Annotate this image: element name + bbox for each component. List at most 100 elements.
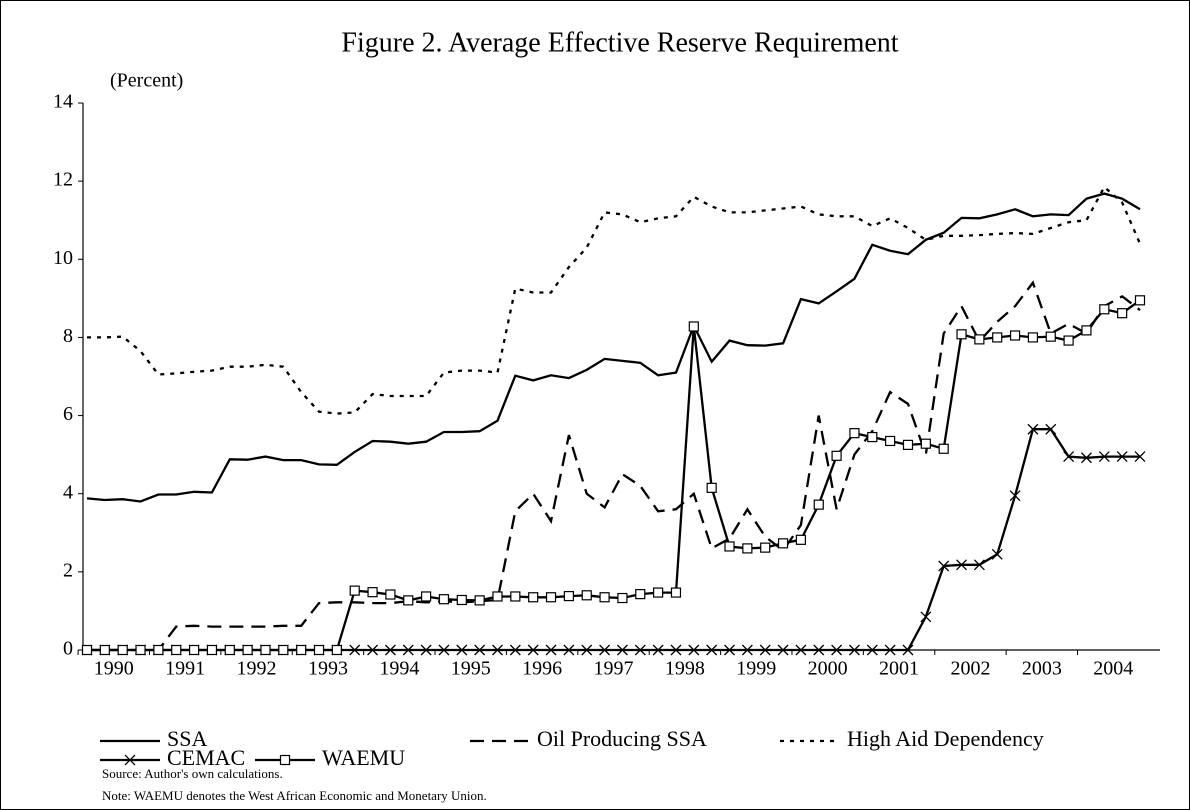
x-marker bbox=[956, 559, 967, 571]
square-marker bbox=[279, 754, 291, 766]
square-marker bbox=[777, 538, 789, 549]
x-tick-label: 2003 bbox=[1022, 658, 1062, 680]
x-marker bbox=[866, 644, 878, 656]
square-marker bbox=[296, 644, 307, 656]
x-marker bbox=[527, 644, 539, 656]
x-marker bbox=[420, 644, 432, 656]
x-marker bbox=[456, 644, 468, 656]
x-marker bbox=[124, 754, 136, 766]
x-tick-label: 1991 bbox=[165, 658, 205, 680]
x-tick-label: 1995 bbox=[451, 658, 491, 680]
square-marker bbox=[849, 428, 860, 439]
square-marker bbox=[902, 439, 914, 450]
y-tick-label: 6 bbox=[63, 403, 73, 425]
x-marker bbox=[831, 644, 843, 656]
x-marker bbox=[795, 644, 807, 656]
legend-label: WAEMU bbox=[322, 745, 405, 770]
square-marker bbox=[242, 644, 253, 656]
square-marker bbox=[706, 482, 717, 493]
square-marker bbox=[474, 595, 485, 606]
square-marker bbox=[278, 644, 289, 656]
square-marker bbox=[403, 595, 414, 606]
square-marker bbox=[635, 589, 646, 600]
y-tick-label: 2 bbox=[63, 559, 73, 581]
square-marker bbox=[206, 644, 218, 656]
x-marker bbox=[1081, 452, 1092, 464]
y-tick-label: 12 bbox=[53, 169, 73, 191]
x-marker bbox=[902, 644, 914, 656]
x-marker bbox=[616, 644, 628, 656]
x-marker bbox=[848, 644, 860, 656]
square-marker bbox=[313, 644, 325, 656]
square-marker bbox=[456, 594, 467, 606]
x-marker bbox=[706, 644, 718, 656]
x-marker bbox=[724, 644, 735, 656]
square-marker bbox=[188, 644, 200, 656]
square-marker bbox=[563, 590, 574, 602]
square-marker bbox=[1063, 335, 1074, 346]
x-marker bbox=[1009, 490, 1021, 502]
square-marker bbox=[545, 592, 557, 603]
x-tick-label: 2001 bbox=[879, 658, 919, 680]
y-axis-unit: (Percent) bbox=[110, 70, 183, 92]
square-marker bbox=[1099, 304, 1110, 315]
square-marker bbox=[760, 542, 771, 553]
square-marker bbox=[599, 592, 610, 603]
square-marker bbox=[171, 644, 182, 656]
x-marker bbox=[1045, 423, 1057, 435]
y-tick-label: 4 bbox=[63, 481, 73, 503]
x-marker bbox=[545, 644, 557, 656]
square-marker bbox=[349, 585, 360, 596]
x-marker bbox=[741, 644, 753, 656]
square-marker bbox=[974, 334, 985, 345]
x-marker bbox=[1116, 451, 1128, 463]
square-marker bbox=[135, 644, 146, 656]
square-marker bbox=[1045, 331, 1056, 342]
square-marker bbox=[385, 589, 396, 600]
x-marker bbox=[1134, 451, 1146, 463]
x-tick-label: 1992 bbox=[237, 658, 277, 680]
series-line bbox=[87, 185, 1142, 415]
square-marker bbox=[617, 592, 628, 604]
square-marker bbox=[956, 329, 967, 340]
x-marker bbox=[1063, 451, 1075, 463]
x-marker bbox=[367, 644, 379, 656]
square-marker bbox=[260, 644, 271, 656]
x-marker bbox=[581, 644, 593, 656]
square-marker bbox=[688, 321, 699, 332]
x-marker bbox=[813, 644, 825, 656]
x-marker bbox=[384, 644, 396, 656]
square-marker bbox=[992, 332, 1003, 343]
x-tick-label: 1997 bbox=[594, 658, 634, 680]
square-marker bbox=[421, 591, 432, 602]
x-marker bbox=[349, 644, 361, 656]
chart-title: Figure 2. Average Effective Reserve Requ… bbox=[341, 27, 898, 58]
square-marker bbox=[224, 644, 235, 656]
square-marker bbox=[831, 450, 842, 461]
square-marker bbox=[510, 591, 521, 602]
x-marker bbox=[973, 559, 985, 571]
square-marker bbox=[1027, 332, 1039, 343]
x-marker bbox=[1098, 451, 1110, 463]
y-tick-label: 0 bbox=[63, 638, 73, 660]
x-marker bbox=[991, 548, 1003, 560]
legend-label: SSA bbox=[167, 726, 207, 751]
square-marker bbox=[528, 592, 539, 603]
x-marker bbox=[402, 644, 414, 656]
square-marker bbox=[795, 534, 806, 545]
x-tick-label: 1996 bbox=[522, 658, 562, 680]
x-marker bbox=[652, 644, 664, 656]
square-marker bbox=[1117, 308, 1128, 319]
x-marker bbox=[474, 644, 486, 656]
x-marker bbox=[1027, 423, 1039, 435]
square-marker bbox=[581, 590, 592, 601]
square-marker bbox=[331, 644, 342, 656]
x-tick-label: 1999 bbox=[736, 658, 776, 680]
x-marker bbox=[634, 644, 646, 656]
legend-label: Oil Producing SSA bbox=[537, 726, 707, 751]
series-line bbox=[86, 192, 1141, 503]
square-marker bbox=[742, 543, 753, 554]
x-marker bbox=[599, 644, 611, 656]
